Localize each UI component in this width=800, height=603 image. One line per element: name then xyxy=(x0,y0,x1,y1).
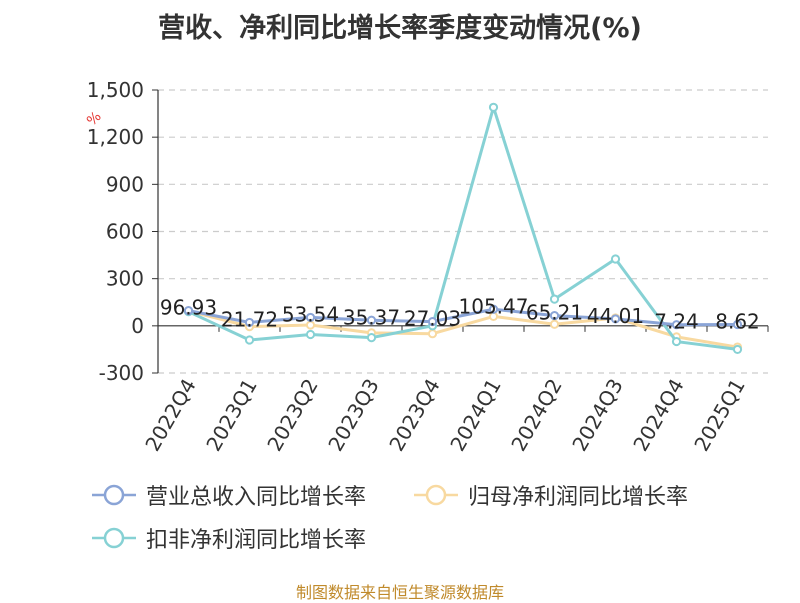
x-tick-label: 2023Q2 xyxy=(262,375,322,456)
legend-item-revenue[interactable]: 营业总收入同比增长率 xyxy=(92,479,366,511)
x-tick-label: 2023Q1 xyxy=(201,375,261,456)
x-tick-label: 2024Q1 xyxy=(445,375,505,456)
legend-line-icon xyxy=(92,527,136,549)
data-label: 105.47 xyxy=(459,294,529,318)
series-line xyxy=(188,307,738,327)
legend-label: 营业总收入同比增长率 xyxy=(146,485,367,510)
data-point xyxy=(244,335,255,345)
x-tick-label: 2024Q4 xyxy=(628,375,688,456)
y-tick-label: 900 xyxy=(106,172,144,196)
data-point xyxy=(427,316,438,327)
data-point xyxy=(427,329,438,339)
chart-title: 营收、净利同比增长率季度变动情况(%) xyxy=(158,13,642,44)
data-point xyxy=(732,344,743,355)
series-group xyxy=(183,102,743,355)
x-tick-label: 2024Q3 xyxy=(567,375,627,456)
data-label: 8.62 xyxy=(715,309,760,333)
data-label: 53.54 xyxy=(282,302,339,326)
x-tick-label: 2022Q4 xyxy=(140,375,200,456)
x-tick-label: 2023Q4 xyxy=(384,375,444,456)
series-line xyxy=(188,309,738,349)
series-line xyxy=(187,105,738,351)
legend-label: 扣非净利润同比增长率 xyxy=(146,528,367,553)
legend-item-net-profit[interactable]: 归母净利润同比增长率 xyxy=(414,479,688,511)
data-label: 21.72 xyxy=(221,307,278,331)
y-axis: -300 0 300 600 900 1,200 1,500 xyxy=(87,78,159,385)
data-point xyxy=(610,314,621,324)
y-tick-label: -300 xyxy=(99,361,144,385)
data-point xyxy=(671,336,682,347)
data-label: 7.24 xyxy=(654,310,699,334)
x-tick-label: 2024Q2 xyxy=(506,375,566,456)
data-label: 35.37 xyxy=(343,305,400,329)
data-point xyxy=(549,310,560,321)
data-point xyxy=(610,254,621,264)
data-point xyxy=(244,317,255,328)
data-point xyxy=(305,312,316,323)
data-point xyxy=(366,315,377,325)
y-tick-label: 600 xyxy=(106,220,144,244)
data-point xyxy=(671,320,682,330)
data-label: 44.01 xyxy=(587,304,644,328)
data-point xyxy=(549,319,560,329)
legend-label: 归母净利润同比增长率 xyxy=(468,485,689,510)
x-tick-label: 2025Q1 xyxy=(689,375,749,456)
y-tick-label: 300 xyxy=(106,267,144,291)
legend-line-icon xyxy=(414,484,458,506)
y-tick-label: 1,200 xyxy=(87,125,144,149)
legend-item-deducted-profit[interactable]: 扣非净利润同比增长率 xyxy=(92,522,366,554)
legend-line-icon xyxy=(92,484,136,506)
data-point xyxy=(183,305,194,316)
data-point xyxy=(366,333,377,343)
grid-lines xyxy=(158,89,768,374)
data-label: 96.93 xyxy=(160,296,217,320)
y-tick-label: 1,500 xyxy=(87,78,144,102)
data-label: 65.21 xyxy=(526,301,583,325)
data-point xyxy=(305,329,316,340)
data-label: 27.03 xyxy=(404,307,461,331)
x-tick-label: 2023Q3 xyxy=(323,375,383,456)
source-note: 制图数据来自恒生聚源数据库 xyxy=(295,583,504,602)
data-point xyxy=(488,102,499,112)
data-point xyxy=(488,304,499,314)
data-point xyxy=(732,319,743,330)
data-point xyxy=(549,294,560,304)
y-tick-label: 0 xyxy=(131,314,144,338)
